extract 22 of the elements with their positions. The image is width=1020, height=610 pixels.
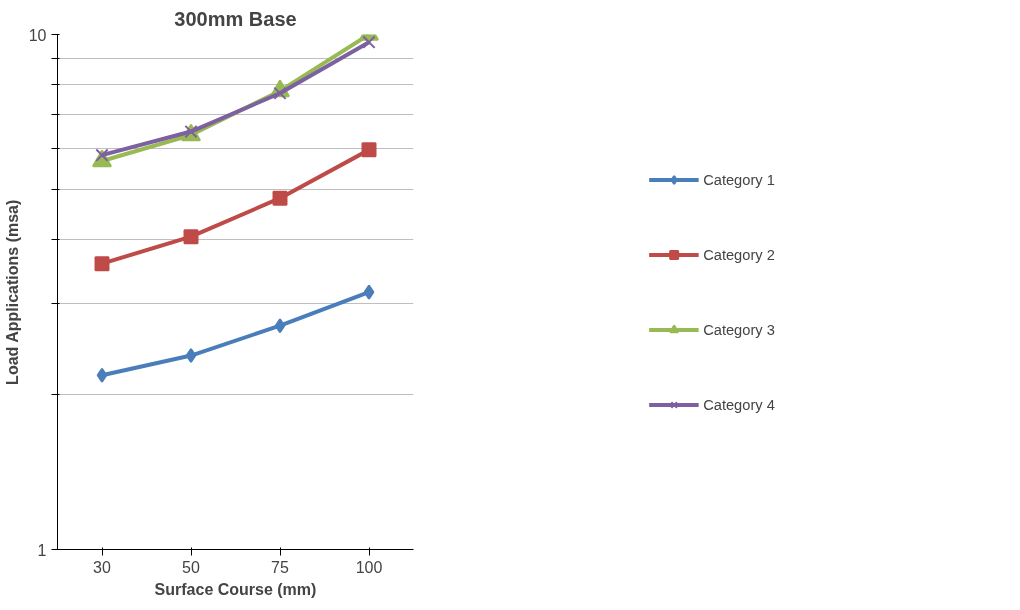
point: [274, 318, 286, 334]
x-axis-title: Surface Course (mm): [154, 580, 317, 598]
chart-title: 300mm Base: [174, 7, 297, 30]
point: [362, 35, 376, 49]
y-tick-label: 1: [37, 541, 47, 559]
point: [94, 256, 110, 272]
y-tick-label: 10: [28, 26, 47, 44]
point: [185, 348, 197, 364]
x-tick-label: 30: [93, 558, 111, 576]
point: [96, 367, 108, 383]
x-tick-label: 100: [355, 558, 383, 576]
point: [183, 229, 199, 245]
x-tick-label: 50: [182, 558, 200, 576]
legend-label: Category 4: [703, 396, 775, 412]
legend-label: Category 2: [703, 246, 775, 262]
point: [272, 190, 288, 206]
legend-label: Category 1: [703, 171, 775, 187]
point: [361, 142, 377, 158]
x-tick-label: 75: [271, 558, 289, 576]
point: [363, 284, 375, 300]
y-axis-title: Load Applications (msa): [3, 199, 21, 385]
legend-label: Category 3: [703, 321, 775, 337]
